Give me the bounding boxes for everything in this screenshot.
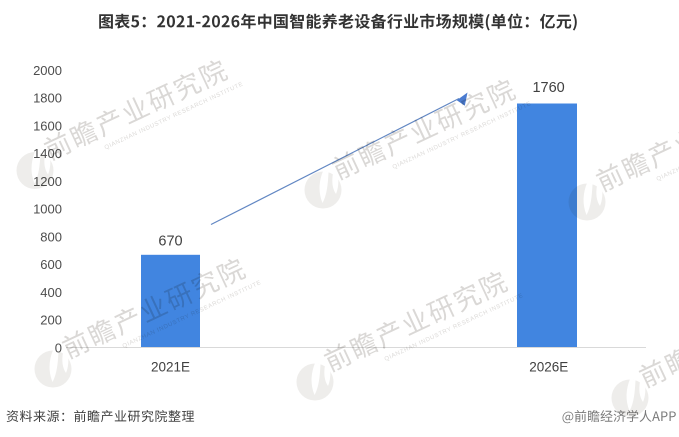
svg-text:2000: 2000 <box>33 63 62 78</box>
svg-text:800: 800 <box>40 229 62 244</box>
svg-text:2021E: 2021E <box>151 359 190 374</box>
svg-text:1600: 1600 <box>33 118 62 133</box>
svg-text:0: 0 <box>55 340 62 355</box>
svg-text:1760: 1760 <box>532 80 564 96</box>
svg-text:1800: 1800 <box>33 91 62 106</box>
svg-text:670: 670 <box>158 233 182 249</box>
svg-text:400: 400 <box>40 285 62 300</box>
svg-text:200: 200 <box>40 313 62 328</box>
svg-text:600: 600 <box>40 257 62 272</box>
svg-text:2026E: 2026E <box>529 359 568 374</box>
svg-text:1000: 1000 <box>33 202 62 217</box>
